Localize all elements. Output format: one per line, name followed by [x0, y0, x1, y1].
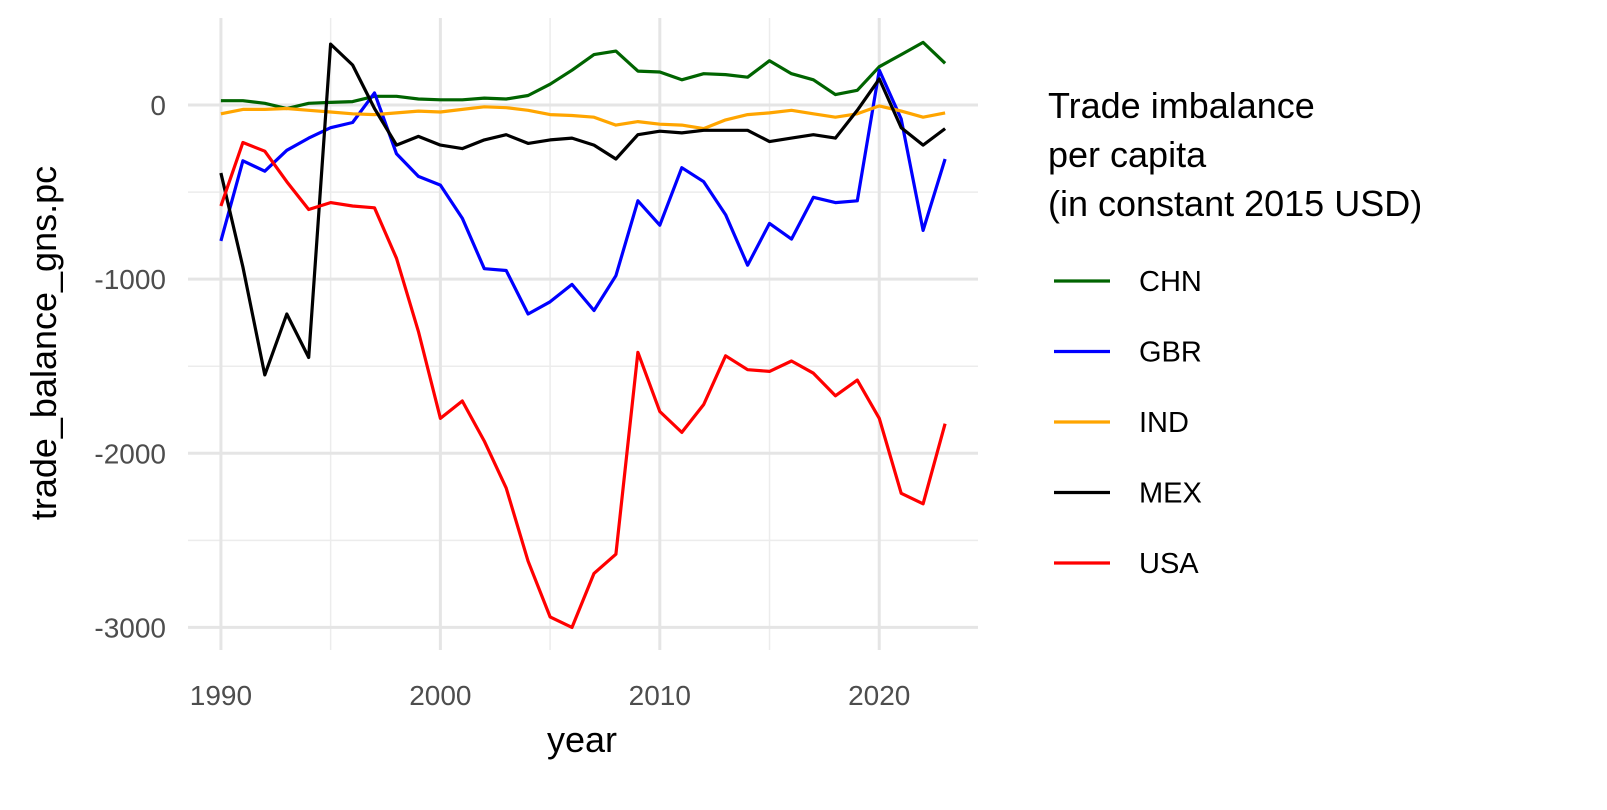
x-axis-title: year [547, 719, 617, 760]
legend-label-usa: USA [1139, 548, 1199, 580]
legend-items: CHN GBR IND MEX USA [1054, 266, 1202, 580]
series-line-ind [220, 104, 946, 131]
legend: Trade imbalance per capita (in constant … [1048, 85, 1422, 580]
y-tick-label: -1000 [94, 264, 166, 295]
legend-label-ind: IND [1139, 407, 1189, 439]
series-line-usa [219, 140, 947, 630]
x-tick-label: 2010 [629, 680, 691, 711]
series-line-gbr [219, 68, 947, 316]
x-tick-label: 2000 [409, 680, 471, 711]
y-tick-label: 0 [150, 90, 166, 121]
x-tick-label: 1990 [190, 680, 252, 711]
x-axis-tick-labels: 1990 2000 2010 2020 [190, 680, 911, 711]
major-gridlines [188, 18, 978, 650]
y-tick-label: -3000 [94, 612, 166, 643]
y-tick-label: -2000 [94, 438, 166, 469]
legend-title-line-1: Trade imbalance [1048, 85, 1315, 126]
series-line-mex [219, 42, 947, 377]
series-lines [219, 40, 947, 630]
y-axis-tick-labels: 0 -1000 -2000 -3000 [94, 90, 166, 643]
legend-title-line-3: (in constant 2015 USD) [1048, 183, 1422, 224]
legend-label-chn: CHN [1139, 266, 1202, 298]
y-axis-title: trade_balance_gns.pc [23, 166, 64, 520]
legend-title-line-2: per capita [1048, 134, 1207, 175]
x-tick-label: 2020 [848, 680, 910, 711]
series-line-chn [220, 40, 947, 111]
legend-label-mex: MEX [1139, 478, 1202, 510]
legend-label-gbr: GBR [1139, 337, 1202, 369]
